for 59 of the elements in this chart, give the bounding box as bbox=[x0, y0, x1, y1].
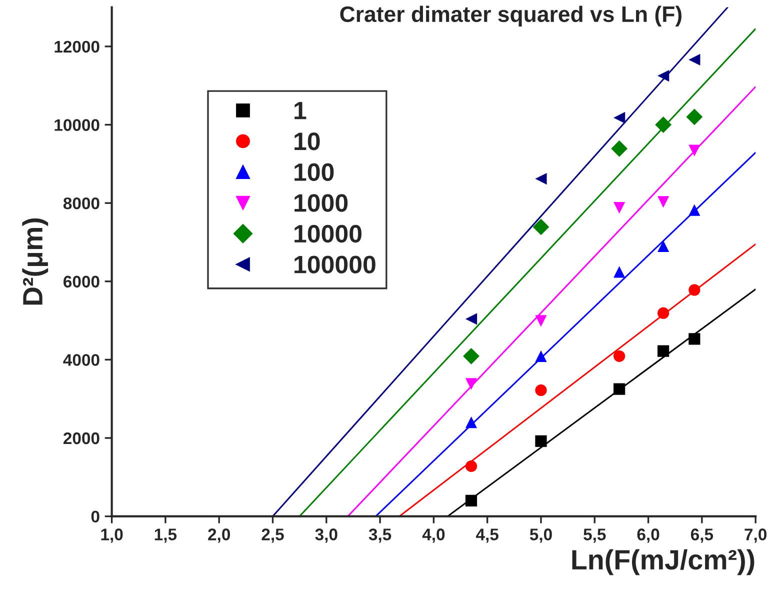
legend-label: 10000 bbox=[294, 224, 362, 243]
x-tick-label: 2,5 bbox=[262, 528, 284, 543]
point bbox=[657, 70, 670, 82]
point bbox=[611, 140, 628, 157]
point bbox=[686, 108, 703, 126]
legend-label: 1 bbox=[294, 102, 306, 120]
x-tick-label: 7,0 bbox=[744, 528, 766, 543]
legend-label: 1000 bbox=[294, 194, 348, 212]
point bbox=[535, 435, 547, 447]
point bbox=[614, 202, 626, 214]
x-tick-label: 5,0 bbox=[530, 528, 552, 543]
point bbox=[535, 315, 547, 327]
x-tick-label: 2,0 bbox=[208, 528, 230, 543]
legend-label: 10 bbox=[294, 132, 320, 150]
point bbox=[465, 313, 478, 325]
point bbox=[532, 218, 550, 236]
point bbox=[465, 378, 478, 390]
y-tick-label: 2000 bbox=[63, 432, 100, 444]
x-tick-label: 1,0 bbox=[101, 528, 123, 543]
legend-label: 100000 bbox=[294, 256, 376, 274]
y-tick-label: 12000 bbox=[54, 40, 100, 53]
x-tick-label: 4,5 bbox=[476, 528, 498, 543]
point bbox=[657, 196, 670, 208]
y-tick-label: 4000 bbox=[63, 354, 100, 366]
x-axis-title: Ln(F(mJ/cm²)) bbox=[572, 549, 754, 576]
point bbox=[688, 144, 700, 156]
point bbox=[465, 460, 478, 472]
y-tick-label: 6000 bbox=[64, 276, 100, 288]
chart-title: Crater dimater squared vs Ln (F) bbox=[340, 6, 682, 26]
point bbox=[688, 333, 700, 345]
x-tick-label: 3,5 bbox=[368, 528, 392, 543]
legend-label: 100 bbox=[294, 163, 334, 182]
point bbox=[465, 494, 478, 506]
point bbox=[688, 54, 700, 66]
point bbox=[614, 266, 626, 278]
x-tick-label: 1,5 bbox=[154, 528, 177, 543]
x-tick-label: 6,5 bbox=[690, 528, 714, 543]
point bbox=[535, 172, 547, 185]
x-tick-label: 4,0 bbox=[422, 528, 445, 543]
y-axis-title: D²(μm) bbox=[22, 218, 48, 305]
point bbox=[463, 348, 480, 364]
point bbox=[614, 350, 626, 362]
y-tick-label: 8000 bbox=[63, 197, 100, 210]
point bbox=[657, 307, 670, 319]
point bbox=[614, 112, 626, 124]
point bbox=[614, 383, 626, 395]
x-tick-label: 6,0 bbox=[637, 528, 660, 543]
point bbox=[657, 240, 670, 252]
point bbox=[657, 345, 670, 357]
point bbox=[655, 116, 672, 133]
point bbox=[688, 204, 700, 216]
x-tick-label: 3,0 bbox=[315, 528, 338, 543]
point bbox=[465, 416, 478, 428]
point bbox=[535, 384, 547, 396]
point bbox=[535, 350, 547, 362]
y-tick-label: 10000 bbox=[54, 119, 100, 131]
x-tick-label: 5,5 bbox=[584, 528, 606, 543]
point bbox=[688, 284, 700, 296]
y-tick-label: 0 bbox=[91, 510, 100, 523]
